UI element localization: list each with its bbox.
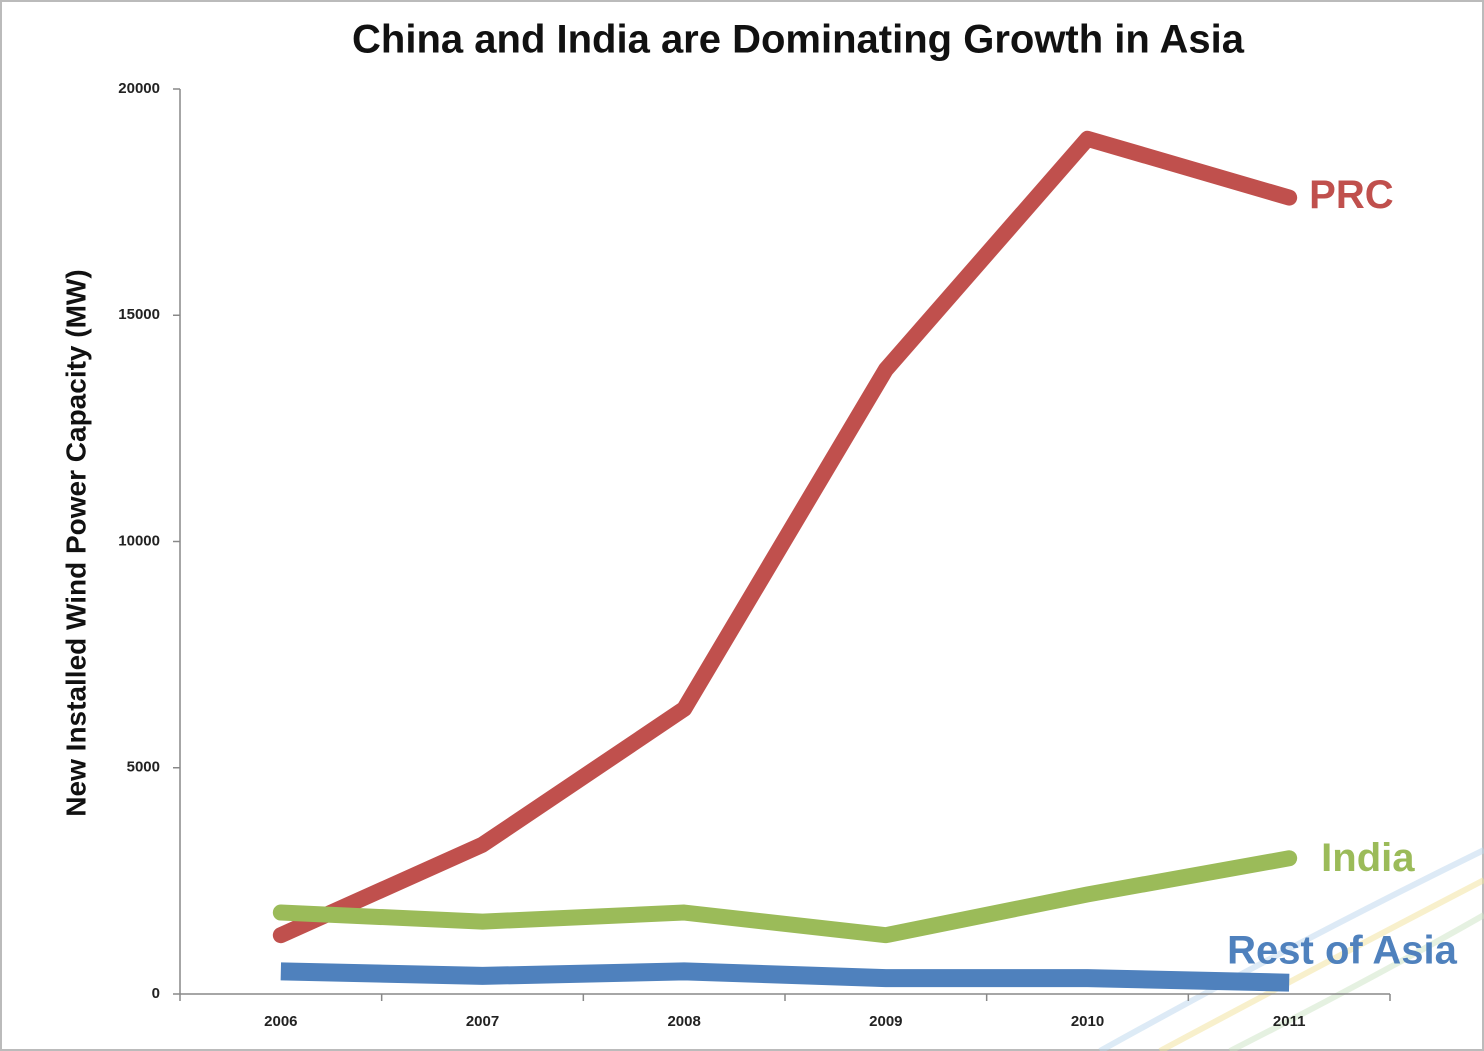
x-tick-label: 2009 [869,1013,902,1030]
y-tick-label: 15000 [118,306,160,323]
series-label: PRC [1309,173,1393,217]
y-tick-label: 20000 [118,80,160,97]
x-tick-label: 2006 [264,1013,297,1030]
chart-title: China and India are Dominating Growth in… [352,18,1245,62]
y-tick-label: 10000 [118,532,160,549]
series-line [272,850,1298,944]
series-line [280,962,1290,992]
y-tick-label: 5000 [127,759,160,776]
y-tick-label: 0 [152,985,160,1002]
series-label: Rest of Asia [1227,928,1457,972]
x-tick-label: 2008 [667,1013,700,1030]
series-line [272,130,1298,944]
x-tick-label: 2007 [466,1013,499,1030]
x-tick-label: 2010 [1071,1013,1104,1030]
decoration [1098,847,1484,1051]
series-label: India [1321,836,1415,880]
y-axis-label: New Installed Wind Power Capacity (MW) [60,269,91,816]
x-tick-label: 2011 [1273,1013,1306,1030]
